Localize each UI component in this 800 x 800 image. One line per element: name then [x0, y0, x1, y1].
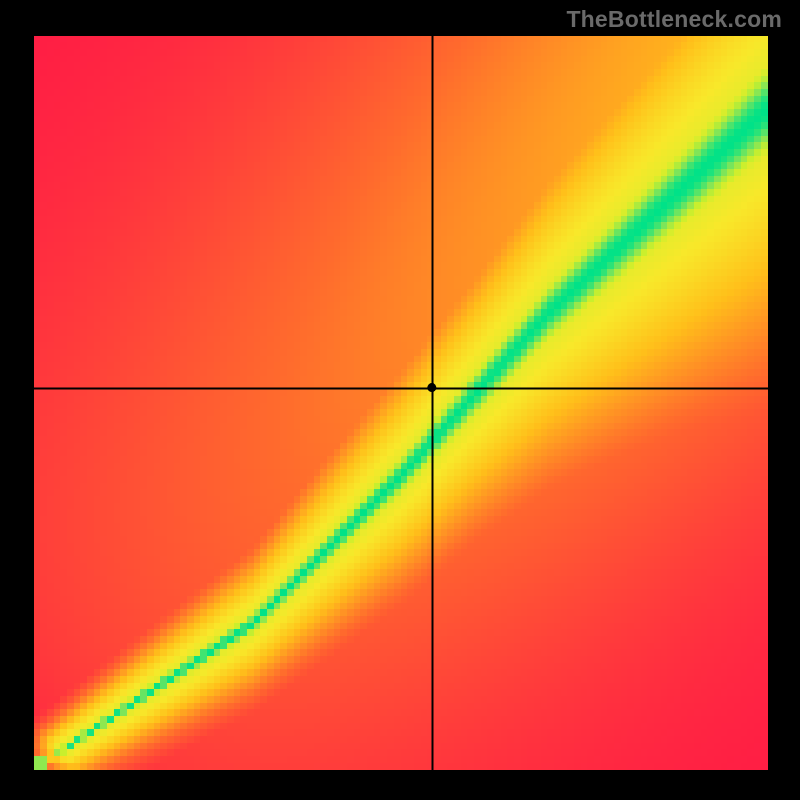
chart-container: TheBottleneck.com: [0, 0, 800, 800]
bottleneck-heatmap: [34, 36, 768, 770]
watermark-text: TheBottleneck.com: [566, 6, 782, 33]
